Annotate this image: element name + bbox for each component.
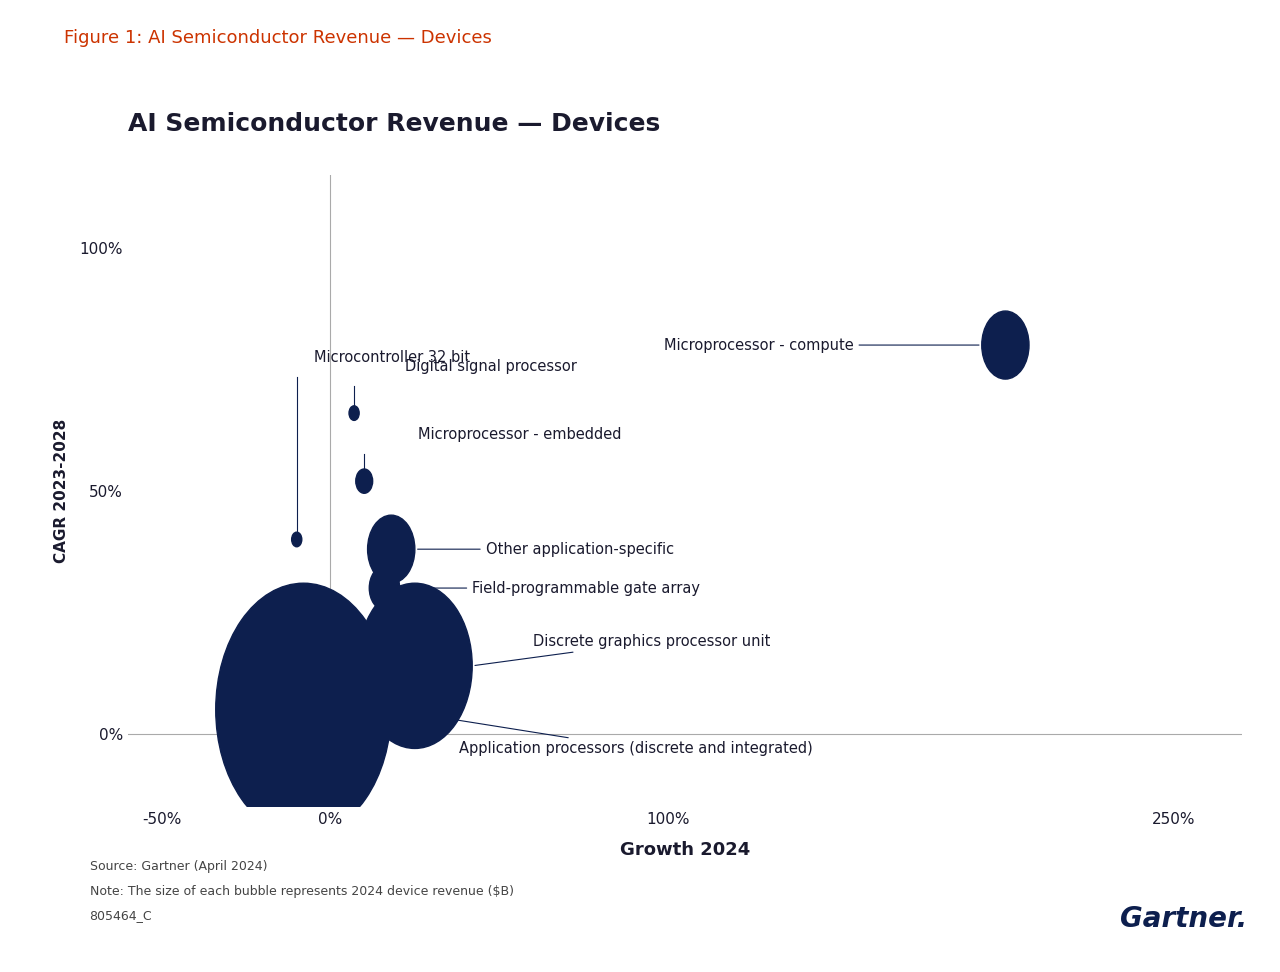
Circle shape [292,532,302,546]
Text: Note: The size of each bubble represents 2024 device revenue ($B): Note: The size of each bubble represents… [90,885,513,897]
Text: AI Semiconductor Revenue — Devices: AI Semiconductor Revenue — Devices [128,112,660,136]
Text: 805464_C: 805464_C [90,909,152,921]
Y-axis label: CAGR 2023-2028: CAGR 2023-2028 [54,419,69,563]
Text: Digital signal processor: Digital signal processor [404,360,576,374]
Circle shape [982,311,1029,379]
Circle shape [356,469,372,493]
Circle shape [370,566,399,610]
Text: Microprocessor - compute: Microprocessor - compute [664,337,979,353]
X-axis label: Growth 2024: Growth 2024 [620,841,750,858]
Text: Field-programmable gate array: Field-programmable gate array [402,580,700,596]
Circle shape [349,406,360,420]
Text: Application processors (discrete and integrated): Application processors (discrete and int… [394,710,813,756]
Text: Microcontroller 32 bit: Microcontroller 32 bit [314,350,470,364]
Text: Gartner.: Gartner. [1120,905,1247,933]
Circle shape [357,583,472,748]
Text: Microprocessor - embedded: Microprocessor - embedded [419,428,622,442]
Circle shape [367,515,415,583]
Text: Source: Gartner (April 2024): Source: Gartner (April 2024) [90,860,268,873]
Circle shape [216,583,392,836]
Text: Figure 1: AI Semiconductor Revenue — Devices: Figure 1: AI Semiconductor Revenue — Dev… [64,29,492,48]
Text: Other application-specific: Other application-specific [417,541,673,557]
Text: Discrete graphics processor unit: Discrete graphics processor unit [475,634,771,666]
